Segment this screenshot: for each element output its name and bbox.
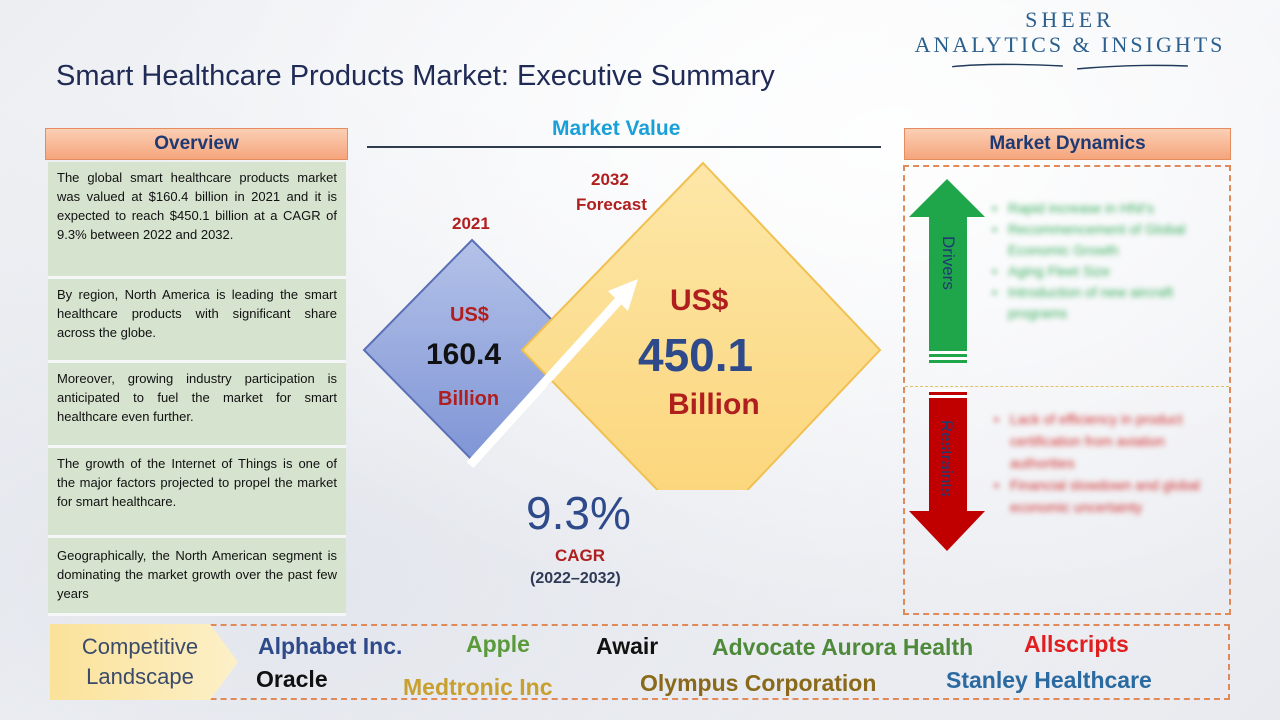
competitive-landscape-tag xyxy=(50,624,238,700)
market-dynamics-box xyxy=(903,165,1231,615)
base-currency: US$ xyxy=(450,304,489,326)
market-value-diagram xyxy=(362,161,882,490)
restraints-arrow xyxy=(909,389,985,551)
overview-item-3: Moreover, growing industry participation… xyxy=(48,363,346,448)
cl-label-line-2: Landscape xyxy=(86,664,194,689)
overview-item-2: By region, North America is leading the … xyxy=(48,279,346,363)
base-year-label: 2021 xyxy=(452,214,490,233)
drivers-arrow xyxy=(909,179,985,363)
cagr-value: 9.3% xyxy=(526,487,631,539)
competitive-landscape-label: Competitive Landscape xyxy=(62,632,218,692)
forecast-unit: Billion xyxy=(668,388,760,421)
company-stanley: Stanley Healthcare xyxy=(946,667,1152,693)
market-dynamics-heading: Market Dynamics xyxy=(904,128,1231,160)
driver-item: Introduction of new aircraft programs xyxy=(992,282,1212,324)
driver-item: Rapid increase in HNI's xyxy=(992,198,1212,219)
forecast-value: 450.1 xyxy=(638,329,754,381)
driver-item: Recommencement of Global Economic Growth xyxy=(992,219,1212,261)
company-awair: Awair xyxy=(596,633,659,659)
dynamics-arrows xyxy=(909,179,985,551)
company-advocate-aurora: Advocate Aurora Health xyxy=(712,634,974,660)
company-olympus: Olympus Corporation xyxy=(640,670,877,696)
cagr-period: (2022–2032) xyxy=(530,570,621,587)
restraint-item: Financial slowdown and global economic u… xyxy=(994,474,1214,518)
company-medtronic: Medtronic Inc xyxy=(403,674,553,700)
base-value: 160.4 xyxy=(426,338,502,371)
overview-heading: Overview xyxy=(45,128,348,160)
logo-line-2: ANALYTICS & INSIGHTS xyxy=(914,32,1226,57)
forecast-diamond xyxy=(520,161,882,490)
company-oracle: Oracle xyxy=(256,666,328,692)
company-alphabet: Alphabet Inc. xyxy=(258,633,403,659)
restraints-list: Lack of efficiency in product certificat… xyxy=(994,408,1214,518)
market-value-divider xyxy=(367,146,881,148)
forecast-year-label: 2032 xyxy=(591,170,629,189)
forecast-currency: US$ xyxy=(670,284,729,317)
growth-arrow-shaft xyxy=(466,293,626,469)
dynamics-separator xyxy=(905,386,1229,387)
overview-item-4: The growth of the Internet of Things is … xyxy=(48,448,346,538)
drivers-label: Drivers xyxy=(939,236,958,290)
restraints-label: Restraints xyxy=(937,420,956,497)
growth-arrow-head xyxy=(608,279,638,311)
drivers-list: Rapid increase in HNI's Recommencement o… xyxy=(992,198,1212,324)
company-logo: SHEER ANALYTICS & INSIGHTS xyxy=(900,8,1240,76)
forecast-year-sublabel: Forecast xyxy=(576,195,647,214)
overview-item-5: Geographically, the North American segme… xyxy=(48,538,346,616)
cagr-label: CAGR xyxy=(555,546,606,565)
logo-swoosh xyxy=(952,63,1188,70)
restraint-item: Lack of efficiency in product certificat… xyxy=(994,408,1214,474)
driver-item: Aging Fleet Size xyxy=(992,261,1212,282)
base-unit: Billion xyxy=(438,388,500,410)
market-value-heading: Market Value xyxy=(552,117,681,140)
page-title: Smart Healthcare Products Market: Execut… xyxy=(56,60,775,92)
company-apple: Apple xyxy=(466,631,530,657)
overview-item-1: The global smart healthcare products mar… xyxy=(48,162,346,279)
cl-label-line-1: Competitive xyxy=(81,634,199,659)
company-allscripts: Allscripts xyxy=(1024,631,1129,657)
logo-line-1: SHEER xyxy=(1025,7,1115,32)
